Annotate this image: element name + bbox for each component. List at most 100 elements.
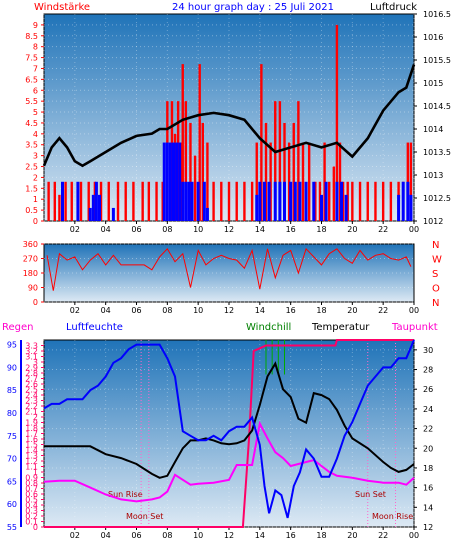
wind-ytick-label: 7 <box>33 64 38 73</box>
pressure-ytick-label: 1015 <box>423 79 443 88</box>
direction-ytick-label: 360 <box>23 240 38 249</box>
wind-bar <box>304 181 308 221</box>
rain-ytick-label: 3 <box>33 358 38 367</box>
wind-bar <box>262 181 266 221</box>
humidity-ytick-label: 80 <box>7 409 17 418</box>
wind-bar <box>335 181 339 221</box>
humidity-ytick-label: 95 <box>7 341 17 350</box>
direction-xtick-label: 14 <box>255 306 265 315</box>
pressure-ytick-label: 1014.5 <box>423 102 451 111</box>
temp-xtick-label: 18 <box>316 531 326 540</box>
wind-bar <box>293 181 297 221</box>
rain-ytick-label: 0.9 <box>25 474 38 483</box>
temp-xtick-label: 16 <box>286 531 296 540</box>
wind-bar <box>190 181 194 221</box>
wind-panel: 00.511.522.533.544.555.566.577.588.59101… <box>25 10 451 234</box>
direction-xtick-label: 22 <box>378 306 388 315</box>
temp-ytick-label: 14 <box>423 503 433 512</box>
wind-xtick-label: 10 <box>193 225 203 234</box>
gust-bar <box>274 101 277 221</box>
compass-label: O <box>432 284 440 295</box>
wind-ytick-label: 8 <box>33 43 38 52</box>
gust-bar <box>180 142 183 221</box>
rain-ytick-label: 2.4 <box>25 391 38 400</box>
rain-ytick-label: 0.5 <box>25 496 38 505</box>
gust-bar <box>243 181 246 221</box>
gust-bar <box>260 64 263 222</box>
gust-bar <box>124 181 127 221</box>
rain-ytick-label: 2.2 <box>25 402 38 411</box>
temp-panel: 00.10.20.30.40.50.60.70.80.911.11.21.31.… <box>7 339 433 540</box>
gust-bar <box>269 142 272 221</box>
wind-bar <box>88 207 92 221</box>
gust-bar <box>264 122 268 221</box>
gust-bar <box>206 142 209 221</box>
wind-ytick-label: 0.5 <box>25 206 38 215</box>
temperatur-label: Temperatur <box>311 322 370 333</box>
taupunkt-label: Taupunkt <box>391 322 438 333</box>
dewpoint-line <box>43 420 415 503</box>
wind-bar <box>289 181 293 221</box>
pressure-ytick-label: 1013.5 <box>423 148 451 157</box>
gust-bar <box>201 122 204 221</box>
temp-ytick-label: 16 <box>423 484 433 493</box>
gust-bar <box>292 122 295 221</box>
wind-bar <box>255 194 259 221</box>
rain-ytick-label: 1.8 <box>25 424 38 433</box>
wind-ytick-label: 2.5 <box>25 163 38 172</box>
temp-xtick-label: 02 <box>70 531 80 540</box>
direction-xtick-label: 10 <box>193 306 203 315</box>
event-label-moon-set: Moon Set <box>126 512 163 521</box>
gust-bar <box>99 181 103 221</box>
pressure-ytick-label: 1012.5 <box>423 194 451 203</box>
luftfeuchte-label: Luftfeuchte <box>66 322 123 333</box>
gust-bar <box>170 101 174 221</box>
wind-xtick-label: 00 <box>409 225 419 234</box>
wind-bar <box>91 194 95 221</box>
humidity-ytick-label: 60 <box>7 500 17 509</box>
humidity-line <box>43 339 415 519</box>
wind-bar <box>409 194 413 221</box>
gust-bar <box>141 181 144 221</box>
compass-label: W <box>432 255 442 266</box>
temp-ytick-label: 28 <box>423 366 433 375</box>
gust-bar <box>297 101 300 221</box>
wind-bar <box>196 181 200 221</box>
gust-bar <box>64 181 67 221</box>
wind-xtick-label: 02 <box>70 225 80 234</box>
rain-ytick-label: 2.3 <box>25 397 38 406</box>
compass-label: N <box>432 298 439 309</box>
rain-ytick-label: 0 <box>33 523 38 532</box>
rain-ytick-label: 0.7 <box>25 485 38 494</box>
gust-bar <box>173 133 177 221</box>
gust-bar <box>161 181 164 221</box>
gust-bar <box>147 181 151 221</box>
wind-ytick-label: 4.5 <box>25 119 38 128</box>
wind-ytick-label: 3 <box>33 152 38 161</box>
gust-bar <box>184 101 188 221</box>
rain-ytick-label: 0.2 <box>25 512 38 521</box>
direction-xtick-label: 20 <box>347 306 357 315</box>
rain-ytick-label: 1.6 <box>25 435 38 444</box>
gust-bar <box>389 181 393 221</box>
rain-ytick-label: 2.6 <box>25 380 38 389</box>
wind-xtick-label: 04 <box>101 225 111 234</box>
rain-ytick-label: 1.1 <box>25 463 38 472</box>
wind-bar <box>98 194 101 221</box>
humidity-ytick-label: 55 <box>7 523 17 532</box>
rain-ytick-label: 3.1 <box>25 353 38 362</box>
gust-bar <box>335 24 339 221</box>
temp-xtick-label: 20 <box>347 531 357 540</box>
wind-ytick-label: 1.5 <box>25 184 38 193</box>
pressure-ytick-label: 1012 <box>423 217 443 226</box>
temp-xtick-label: 00 <box>409 531 419 540</box>
rain-ytick-label: 1.5 <box>25 441 38 450</box>
wind-bar <box>298 181 302 221</box>
rain-ytick-label: 0.6 <box>25 490 38 499</box>
temp-ytick-label: 20 <box>423 444 433 453</box>
wind-ytick-label: 5.5 <box>25 97 38 106</box>
wind-bar <box>181 181 185 221</box>
wind-bar <box>187 181 191 221</box>
wind-bar <box>184 181 188 221</box>
